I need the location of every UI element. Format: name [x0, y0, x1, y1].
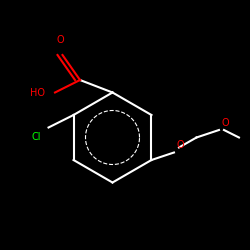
Text: HO: HO — [30, 88, 45, 98]
Text: O: O — [222, 118, 229, 128]
Text: O: O — [56, 35, 64, 45]
Text: O: O — [176, 140, 184, 150]
Text: Cl: Cl — [32, 132, 41, 142]
